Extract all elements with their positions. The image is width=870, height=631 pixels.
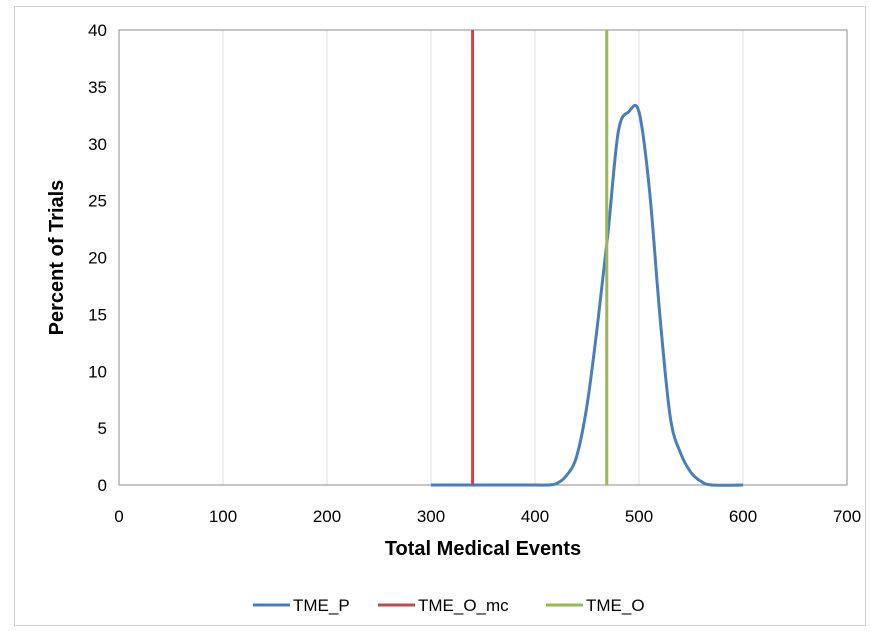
legend-label: TME_O_mc (418, 596, 509, 615)
x-tick-label: 600 (729, 507, 757, 526)
y-tick-label: 0 (98, 476, 107, 495)
y-tick-label: 5 (98, 419, 107, 438)
y-tick-label: 20 (88, 249, 107, 268)
y-tick-label: 25 (88, 192, 107, 211)
x-tick-label: 100 (209, 507, 237, 526)
y-tick-label: 10 (88, 362, 107, 381)
x-tick-label: 200 (313, 507, 341, 526)
plot-area (118, 29, 848, 486)
y-axis-title: Percent of Trials (46, 180, 68, 336)
x-axis-title: Total Medical Events (385, 538, 581, 560)
legend-label: TME_P (293, 596, 350, 615)
legend-label: TME_O (586, 596, 645, 615)
series-line-tme-p (431, 103, 744, 487)
y-tick-labels: 0 5 10 15 20 25 30 35 40 (88, 21, 107, 495)
y-tick-label: 30 (88, 135, 107, 154)
x-tick-label: 0 (114, 507, 123, 526)
grid (222, 30, 744, 485)
y-tick-label: 15 (88, 305, 107, 324)
x-tick-label: 500 (625, 507, 653, 526)
series-layer (431, 30, 744, 487)
x-tick-labels: 0 100 200 300 400 500 600 700 (114, 507, 861, 526)
x-tick-label: 300 (417, 507, 445, 526)
x-tick-label: 700 (833, 507, 861, 526)
legend: TME_P TME_O_mc TME_O (253, 596, 645, 615)
x-tick-label: 400 (521, 507, 549, 526)
y-tick-label: 40 (88, 21, 107, 40)
y-tick-label: 35 (88, 78, 107, 97)
